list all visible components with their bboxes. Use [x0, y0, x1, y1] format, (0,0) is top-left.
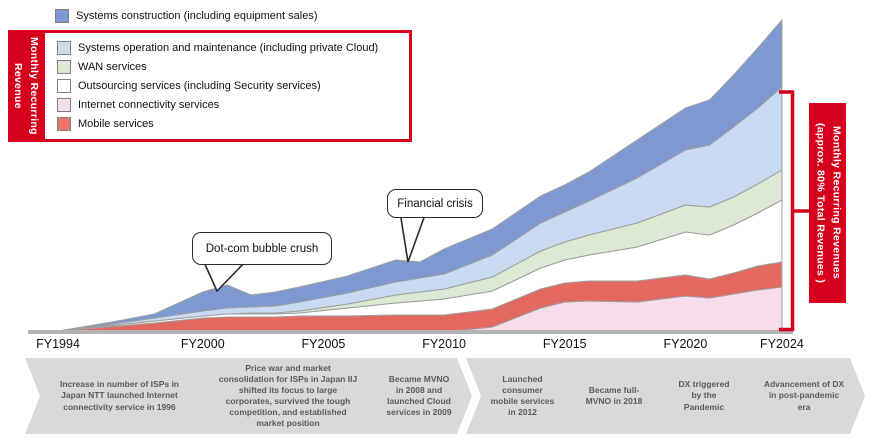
legend-swatch — [55, 9, 69, 23]
timeline-chevron: Became full-MVNO in 2018 — [559, 358, 665, 434]
legend-item: Mobile services — [57, 117, 154, 131]
legend-item: WAN services — [57, 60, 147, 74]
monthly-recurring-revenues-share-label: Monthly Recurring Revenues (approx. 80% … — [809, 103, 846, 303]
timeline-chevron: DX triggered by the Pandemic — [649, 358, 755, 434]
timeline-chevron-text: Became full-MVNO in 2018 — [585, 384, 643, 406]
x-tick-label: FY1994 — [36, 337, 80, 351]
legend-item-systems-construction: Systems construction (including equipmen… — [55, 9, 318, 23]
legend-label: Internet connectivity services — [78, 99, 220, 111]
timeline-chevron: Price war and market consolidation for I… — [194, 358, 378, 434]
legend-item: Outsourcing services (including Security… — [57, 79, 321, 93]
legend-swatch — [57, 79, 71, 93]
legend-label: Systems construction (including equipmen… — [76, 10, 318, 22]
legend-label: WAN services — [78, 61, 147, 73]
annotation-financial-crisis: Financial crisis — [387, 189, 483, 218]
x-tick-label: FY2010 — [422, 337, 466, 351]
legend-swatch — [57, 117, 71, 131]
x-tick-label: FY2024 — [760, 337, 804, 351]
x-tick-label: FY2020 — [663, 337, 708, 351]
legend-item: Systems operation and maintenance (inclu… — [57, 41, 378, 55]
timeline-chevron: Became MVNO in 2008 and launched Cloud s… — [362, 358, 472, 434]
legend-label: Systems operation and maintenance (inclu… — [78, 42, 379, 54]
legend-swatch — [57, 98, 71, 112]
annotation-tail-crisis — [399, 211, 428, 263]
area-series — [57, 19, 783, 332]
timeline-chevron-text: DX triggered by the Pandemic — [678, 379, 730, 412]
timeline-chevron-text: Launched consumer mobile services in 201… — [490, 373, 555, 418]
annotation-dotcom-bubble: Dot-com bubble crush — [192, 232, 332, 265]
timeline-chevron-text: Became MVNO in 2008 and launched Cloud s… — [386, 373, 452, 418]
timeline-chevron-text: Advancement of DX in post-pandemic era — [763, 379, 845, 412]
timeline-chevron: Advancement of DX in post-pandemic era — [739, 358, 865, 434]
x-tick-label: FY2015 — [542, 337, 587, 351]
timeline-chevron: Increase in number of ISPs in Japan NTT … — [25, 358, 210, 434]
legend-label: Outsourcing services (including Security… — [78, 80, 321, 92]
timeline-chevron-text: Increase in number of ISPs in Japan NTT … — [59, 379, 180, 412]
x-axis-line — [28, 330, 793, 334]
legend-swatch — [57, 60, 71, 74]
timeline-chevron: Launched consumer mobile services in 201… — [466, 358, 575, 434]
legend-item: Internet connectivity services — [57, 98, 219, 112]
legend-label: Mobile services — [78, 118, 154, 130]
monthly-recurring-legend-box: Systems operation and maintenance (inclu… — [42, 30, 412, 142]
monthly-recurring-revenue-label: Monthly Recurring Revenue — [8, 30, 42, 142]
legend-swatch — [57, 41, 71, 55]
timeline-chevron-text: Price war and market consolidation for I… — [218, 362, 358, 429]
x-tick-label: FY2000 — [180, 337, 225, 351]
x-tick-label: FY2005 — [301, 337, 346, 351]
